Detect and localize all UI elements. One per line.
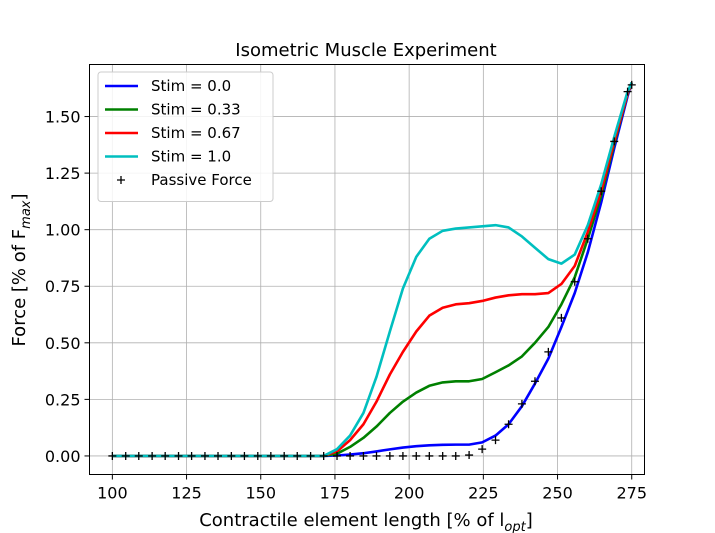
passive-force-marker — [627, 80, 636, 89]
passive-force-marker — [148, 451, 157, 460]
passive-force-marker — [319, 451, 328, 460]
y-axis-label-end: ] — [9, 193, 30, 200]
passive-force-marker — [293, 451, 302, 460]
passive-force-marker — [530, 377, 539, 386]
passive-force-marker — [465, 451, 474, 460]
passive-force-marker — [214, 451, 223, 460]
y-tick-label: 0.00 — [45, 447, 81, 466]
passive-force-marker — [121, 451, 130, 460]
passive-force-marker — [491, 436, 500, 445]
y-axis-label-subscript: max — [19, 200, 34, 229]
passive-force-marker — [174, 451, 183, 460]
series-layer — [108, 80, 636, 460]
passive-force-marker — [623, 87, 632, 96]
passive-force-marker — [372, 451, 381, 460]
x-axis-label-subscript: opt — [504, 520, 526, 533]
passive-force-marker — [200, 451, 209, 460]
x-tick-label: 200 — [394, 484, 425, 503]
x-tick-label: 150 — [245, 484, 276, 503]
legend-swatch — [117, 176, 125, 184]
passive-force-marker — [610, 137, 619, 146]
legend-label: Stim = 0.33 — [151, 101, 241, 119]
passive-force-marker — [451, 451, 460, 460]
passive-force-marker — [346, 451, 355, 460]
x-tick-label: 175 — [320, 484, 351, 503]
y-tick-label: 0.75 — [45, 277, 81, 296]
passive-force-marker — [240, 451, 249, 460]
legend-label: Passive Force — [151, 171, 252, 189]
passive-force-marker — [266, 451, 275, 460]
legend-box — [97, 71, 274, 202]
passive-force-marker — [544, 347, 553, 356]
passive-force-marker — [517, 399, 526, 408]
y-tick-label: 1.50 — [45, 108, 81, 127]
passive-force-marker — [570, 277, 579, 286]
tick-layer: 100 125 150 175 200 225 250 275 0.00 0.25 0.50 0.75… — [45, 108, 647, 503]
chart-title: Isometric Muscle Experiment — [235, 40, 496, 61]
y-axis-label: Force [% of Fmax] — [9, 193, 34, 346]
passive-force-marker — [227, 451, 236, 460]
passive-force-marker — [398, 451, 407, 460]
passive-force-marker — [306, 451, 315, 460]
passive-force-marker — [161, 451, 170, 460]
x-axis-label-end: ] — [526, 510, 533, 531]
y-tick-label: 0.25 — [45, 390, 81, 409]
passive-force-marker — [187, 451, 196, 460]
plot-frame — [89, 64, 645, 475]
legend-label: Stim = 1.0 — [151, 148, 231, 166]
passive-force-marker — [557, 313, 566, 322]
series-line-stim-1-0 — [112, 82, 633, 458]
passive-force-marker — [280, 451, 289, 460]
legend-label: Stim = 0.0 — [151, 77, 231, 95]
passive-force-marker — [412, 451, 421, 460]
passive-force-marker — [597, 187, 606, 196]
passive-force-marker — [478, 445, 487, 454]
series-markers-passive-force — [108, 80, 636, 460]
legend: Stim = 0.0 Stim = 0.33 Stim = 0.67 Stim = 1… — [97, 71, 274, 202]
passive-force-marker — [425, 451, 434, 460]
x-tick-label: 100 — [97, 484, 128, 503]
x-tick-label: 250 — [542, 484, 573, 503]
x-axis-label-main: Contractile element length [% of l — [199, 510, 504, 531]
y-axis-label-main: Force [% of F — [9, 229, 30, 347]
x-axis-label: Contractile element length [% of lopt] — [199, 510, 533, 533]
legend-label: Stim = 0.67 — [151, 124, 241, 142]
passive-force-marker — [333, 451, 342, 460]
y-tick-label: 0.50 — [45, 334, 81, 353]
y-tick-label: 1.25 — [45, 164, 81, 183]
x-tick-label: 275 — [616, 484, 647, 503]
passive-force-marker — [134, 451, 143, 460]
x-tick-label: 225 — [468, 484, 499, 503]
passive-force-marker — [253, 451, 262, 460]
x-tick-label: 125 — [171, 484, 202, 503]
passive-force-marker — [504, 420, 513, 429]
passive-force-marker — [385, 451, 394, 460]
passive-force-marker — [583, 234, 592, 243]
passive-force-marker — [438, 451, 447, 460]
passive-force-marker — [359, 451, 368, 460]
passive-force-marker — [108, 451, 117, 460]
y-tick-label: 1.00 — [45, 221, 81, 240]
